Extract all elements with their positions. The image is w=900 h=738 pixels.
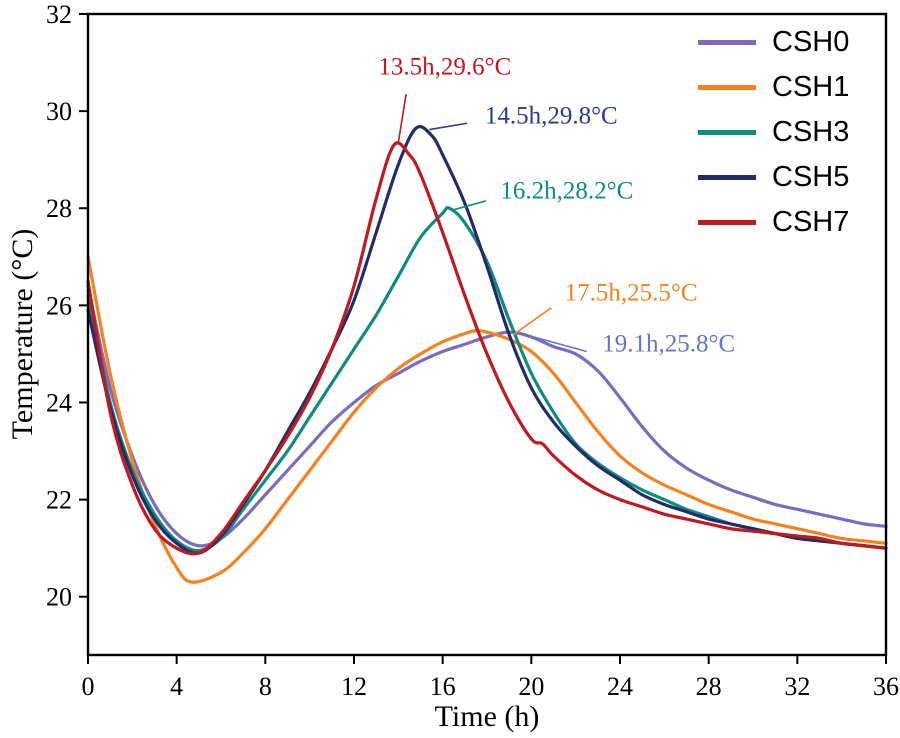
x-tick-label: 8: [259, 672, 272, 701]
annotation-leader-CSH7: [397, 93, 407, 143]
legend-item-csh3: CSH3: [698, 110, 849, 155]
annotation-label-CSH0: 19.1h,25.8°C: [602, 330, 735, 357]
x-tick-label: 32: [784, 672, 810, 701]
annotation-label-CSH5: 14.5h,29.8°C: [485, 102, 618, 129]
annotation-leader-CSH5: [429, 122, 468, 131]
y-tick-label: 28: [46, 194, 72, 223]
y-tick-label: 22: [46, 486, 72, 515]
legend-label-csh7: CSH7: [772, 206, 850, 238]
y-tick-label: 32: [46, 0, 72, 29]
annotation-leader-CSH3: [453, 200, 487, 211]
legend-item-csh0: CSH0: [698, 20, 849, 65]
annotation-label-CSH3: 16.2h,28.2°C: [500, 178, 633, 205]
x-tick-label: 20: [518, 672, 544, 701]
legend-item-csh1: CSH1: [698, 65, 849, 110]
x-axis-label: Time (h): [435, 700, 540, 733]
legend-label-csh0: CSH0: [772, 26, 850, 58]
y-tick-label: 20: [46, 583, 72, 612]
legend-swatch-csh0: [698, 40, 756, 45]
x-tick-label: 4: [170, 672, 183, 701]
y-axis-label: Temperature (°C): [6, 229, 39, 440]
x-tick-label: 36: [873, 672, 899, 701]
series-line-CSH0: [86, 284, 888, 548]
legend: CSH0 CSH1 CSH3 CSH5 CSH7: [698, 20, 849, 245]
legend-label-csh3: CSH3: [772, 116, 850, 148]
legend-item-csh5: CSH5: [698, 155, 849, 200]
x-tick-label: 24: [607, 672, 633, 701]
legend-label-csh1: CSH1: [772, 71, 850, 103]
annotation-label-CSH7: 13.5h,29.6°C: [378, 54, 511, 81]
y-tick-label: 24: [46, 388, 72, 417]
x-tick-label: 0: [82, 672, 95, 701]
legend-swatch-csh5: [698, 175, 756, 180]
x-tick-label: 28: [696, 672, 722, 701]
legend-item-csh7: CSH7: [698, 200, 849, 245]
legend-label-csh5: CSH5: [772, 161, 850, 193]
x-tick-label: 16: [430, 672, 456, 701]
annotation-leader-CSH0: [524, 333, 587, 353]
x-tick-label: 12: [341, 672, 367, 701]
legend-swatch-csh1: [698, 85, 756, 90]
series-line-CSH3: [86, 206, 888, 553]
annotation-label-CSH1: 17.5h,25.5°C: [565, 280, 698, 307]
plot-frame: [86, 12, 888, 657]
y-tick-label: 30: [46, 97, 72, 126]
legend-swatch-csh7: [698, 220, 756, 225]
legend-swatch-csh3: [698, 130, 756, 135]
y-tick-label: 26: [46, 291, 72, 320]
series-line-CSH7: [86, 141, 888, 556]
annotation-leader-CSH1: [513, 307, 552, 336]
